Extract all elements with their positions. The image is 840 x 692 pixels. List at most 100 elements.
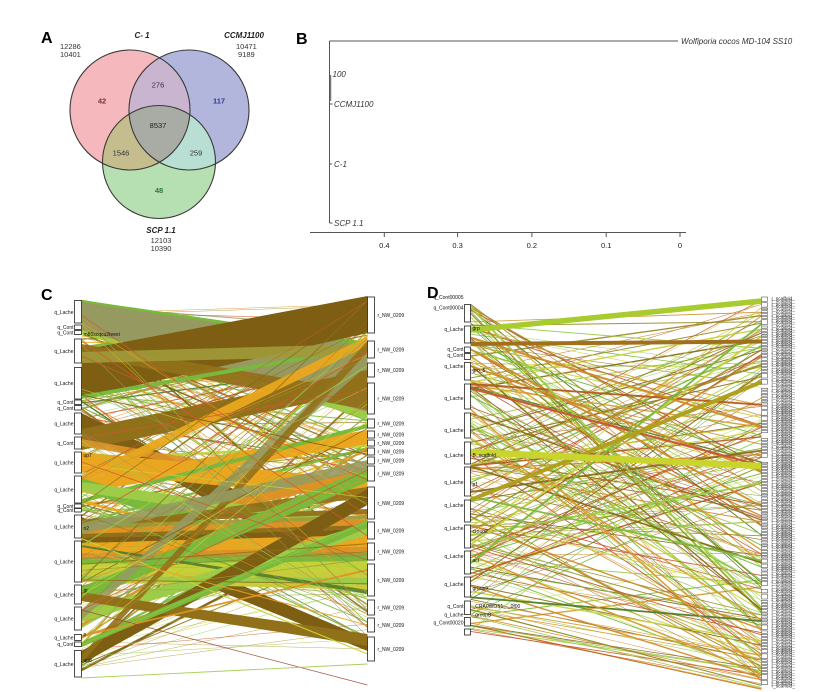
- svg-text:r_scaffold_: r_scaffold_: [772, 566, 796, 572]
- svg-text:r_scaffold_: r_scaffold_: [772, 367, 796, 373]
- svg-text:r_scaffold_: r_scaffold_: [772, 674, 796, 680]
- svg-text:r_scaffold_: r_scaffold_: [772, 604, 796, 610]
- svg-text:10401: 10401: [60, 50, 81, 59]
- svg-text:r_scaffold_: r_scaffold_: [772, 350, 796, 356]
- svg-text:r_scaffold_: r_scaffold_: [772, 522, 796, 528]
- svg-text:_CRA0WOS1_-_0f00: _CRA0WOS1_-_0f00: [472, 604, 521, 610]
- svg-text:q_Lache: q_Lache: [54, 310, 73, 316]
- svg-text:q_Lache: q_Lache: [444, 327, 463, 333]
- svg-text:q_Cont: q_Cont: [57, 400, 74, 406]
- svg-text:r_scaffold_: r_scaffold_: [772, 507, 796, 513]
- svg-text:r_scaffold_: r_scaffold_: [772, 299, 796, 305]
- svg-text:r_scaffold_: r_scaffold_: [772, 640, 796, 646]
- svg-text:r_scaffold_: r_scaffold_: [772, 347, 796, 353]
- svg-text:r_scaffold_: r_scaffold_: [772, 330, 796, 336]
- svg-text:10471: 10471: [236, 42, 257, 51]
- svg-text:A: A: [41, 30, 53, 47]
- svg-text:r_scaffold_: r_scaffold_: [772, 436, 796, 442]
- svg-text:q_Lache: q_Lache: [444, 364, 463, 370]
- svg-text:r_scaffold_: r_scaffold_: [772, 473, 796, 479]
- svg-text:r_scaffold_: r_scaffold_: [772, 371, 796, 377]
- svg-text:r_NW_0209: r_NW_0209: [378, 529, 405, 535]
- svg-text:r_scaffold_: r_scaffold_: [772, 556, 796, 562]
- svg-text:r_scaffold_: r_scaffold_: [772, 579, 796, 585]
- svg-text:r_scaffold_: r_scaffold_: [772, 632, 796, 638]
- svg-text:r_scaffold_: r_scaffold_: [772, 594, 796, 600]
- svg-text:r_scaffold_: r_scaffold_: [772, 328, 796, 334]
- svg-text:9189: 9189: [238, 50, 255, 59]
- svg-text:r_scaffold_: r_scaffold_: [772, 489, 796, 495]
- svg-text:gr: gr: [84, 588, 89, 594]
- svg-text:r_scaffold_: r_scaffold_: [772, 382, 796, 388]
- svg-text:r_scaffold_: r_scaffold_: [772, 422, 796, 428]
- svg-text:r_scaffold_: r_scaffold_: [772, 615, 796, 621]
- svg-text:q_Cont: q_Cont: [57, 325, 74, 331]
- svg-text:r_scaffold_: r_scaffold_: [772, 592, 796, 598]
- svg-text:r_scaffold_: r_scaffold_: [772, 517, 796, 523]
- svg-text:12103: 12103: [151, 236, 172, 245]
- svg-text:r_NW_0209: r_NW_0209: [378, 368, 405, 374]
- svg-text:CCMJ1100: CCMJ1100: [334, 100, 374, 109]
- svg-text:r_scaffold_: r_scaffold_: [772, 326, 796, 332]
- svg-text:n2: n2: [84, 526, 90, 532]
- svg-text:q_Lache: q_Lache: [444, 503, 463, 509]
- svg-text:q_Cont: q_Cont: [57, 406, 74, 412]
- svg-text:_group8: _group8: [472, 613, 492, 619]
- svg-text:r_scaffold_: r_scaffold_: [772, 323, 796, 329]
- svg-text:group9: group9: [473, 586, 489, 592]
- svg-text:q_Lache: q_Lache: [444, 428, 463, 434]
- svg-text:r_scaffold_: r_scaffold_: [772, 340, 796, 346]
- svg-text:0.2: 0.2: [527, 241, 537, 250]
- svg-text:r_NW_0209: r_NW_0209: [378, 647, 405, 653]
- svg-text:q_Cont: q_Cont: [57, 508, 74, 514]
- svg-text:r_scaffold_: r_scaffold_: [772, 439, 796, 445]
- svg-text:r_scaffold_: r_scaffold_: [772, 377, 796, 383]
- svg-text:q_Cont: q_Cont: [57, 331, 74, 337]
- svg-text:r_scaffold_: r_scaffold_: [772, 419, 796, 425]
- svg-text:q_Lache: q_Lache: [54, 381, 73, 387]
- svg-text:r_scaffold_: r_scaffold_: [772, 650, 796, 656]
- svg-text:r_scaffold_: r_scaffold_: [772, 432, 796, 438]
- svg-text:r_scaffold_: r_scaffold_: [772, 499, 796, 505]
- svg-text:r_scaffold_: r_scaffold_: [772, 304, 796, 310]
- svg-text:q_Lache: q_Lache: [54, 422, 73, 428]
- svg-text:r_scaffold_: r_scaffold_: [772, 684, 796, 690]
- svg-text:r_scaffold_: r_scaffold_: [772, 307, 796, 313]
- svg-text:q_Cont: q_Cont: [447, 347, 464, 353]
- svg-text:r_scaffold_: r_scaffold_: [772, 609, 796, 615]
- svg-text:r_scaffold_: r_scaffold_: [772, 446, 796, 452]
- svg-text:gro_5: gro_5: [473, 368, 486, 374]
- svg-text:r_scaffold_: r_scaffold_: [772, 374, 796, 380]
- svg-text:48: 48: [155, 186, 163, 195]
- svg-text:r_scaffold_: r_scaffold_: [772, 625, 796, 631]
- svg-text:r_scaffold_: r_scaffold_: [772, 315, 796, 321]
- svg-text:q_Lache: q_Lache: [54, 525, 73, 531]
- svg-text:r_scaffold_: r_scaffold_: [772, 573, 796, 579]
- svg-text:r_scaffold_: r_scaffold_: [772, 417, 796, 423]
- svg-text:C- 1: C- 1: [134, 31, 150, 40]
- svg-text:q_Lache: q_Lache: [444, 480, 463, 486]
- svg-text:r_scaffold_: r_scaffold_: [772, 462, 796, 468]
- svg-text:q_Cont: q_Cont: [447, 353, 464, 359]
- svg-text:r_scaffold_: r_scaffold_: [772, 643, 796, 649]
- svg-text:r_scaffold_: r_scaffold_: [772, 426, 796, 432]
- svg-text:r_scaffold_: r_scaffold_: [772, 671, 796, 677]
- svg-text:r_NW_0209: r_NW_0209: [378, 459, 405, 465]
- svg-text:CCMJ1100: CCMJ1100: [224, 31, 264, 40]
- svg-text:42: 42: [98, 97, 106, 106]
- svg-text:r_scaffold_: r_scaffold_: [772, 406, 796, 412]
- svg-text:r_scaffold_: r_scaffold_: [772, 620, 796, 626]
- svg-text:r_scaffold_: r_scaffold_: [772, 429, 796, 435]
- svg-text:r_scaffold_: r_scaffold_: [772, 504, 796, 510]
- svg-text:r_scaffold_: r_scaffold_: [772, 403, 796, 409]
- svg-text:q_Lache: q_Lache: [444, 613, 463, 619]
- svg-text:r_NW_0209: r_NW_0209: [378, 550, 405, 556]
- svg-text:r_scaffold_: r_scaffold_: [772, 598, 796, 604]
- svg-text:q_Lache: q_Lache: [444, 582, 463, 588]
- svg-text:r_scaffold_: r_scaffold_: [772, 414, 796, 420]
- svg-text:r_scaffold_: r_scaffold_: [772, 568, 796, 574]
- svg-text:r_scaffold_: r_scaffold_: [772, 648, 796, 654]
- svg-text:p1: p1: [473, 482, 479, 488]
- svg-text:r_scaffold_: r_scaffold_: [772, 468, 796, 474]
- svg-text:r_scaffold_: r_scaffold_: [772, 459, 796, 465]
